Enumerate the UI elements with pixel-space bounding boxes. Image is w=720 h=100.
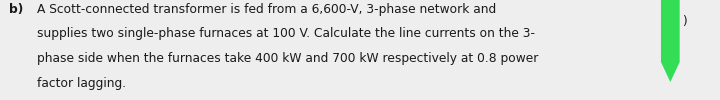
Text: phase side when the furnaces take 400 kW and 700 kW respectively at 0.8 power: phase side when the furnaces take 400 kW… [37, 52, 539, 65]
Text: factor lagging.: factor lagging. [37, 76, 127, 90]
Text: supplies two single-phase furnaces at 100 V. Calculate the line currents on the : supplies two single-phase furnaces at 10… [37, 28, 536, 40]
Text: ): ) [683, 15, 688, 28]
Text: A Scott-connected transformer is fed from a 6,600-V, 3-phase network and: A Scott-connected transformer is fed fro… [37, 3, 497, 16]
Polygon shape [661, 0, 680, 82]
Text: b): b) [9, 3, 23, 16]
